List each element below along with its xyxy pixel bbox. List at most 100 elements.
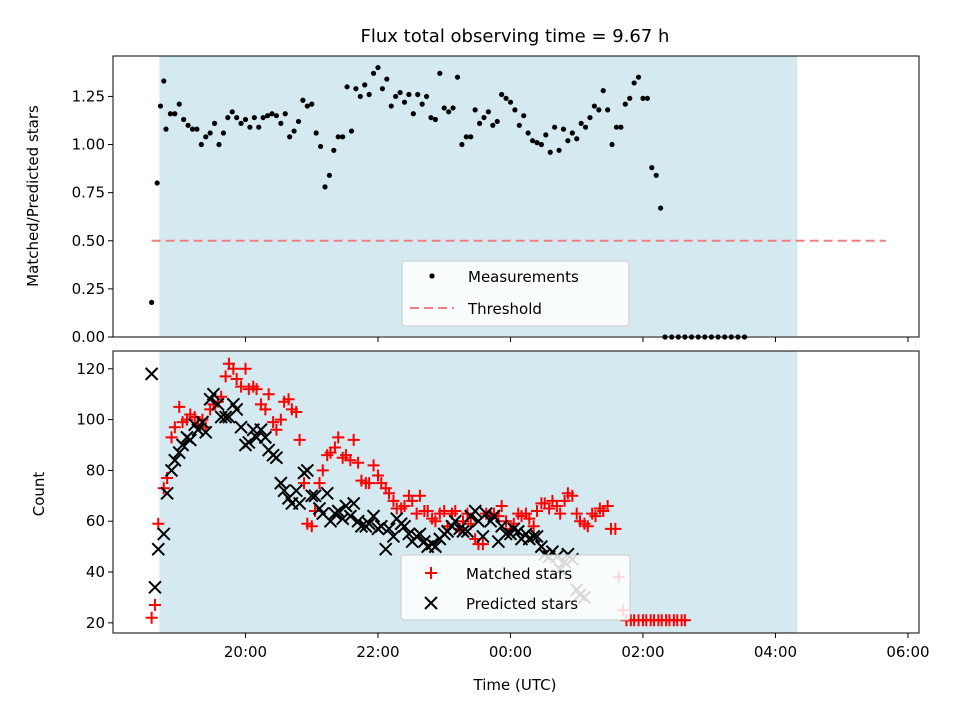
bottom-legend-box <box>400 554 631 621</box>
measurement-point <box>379 86 386 92</box>
measurement-point <box>309 101 315 107</box>
matched-star-point <box>157 482 170 495</box>
measurement-point <box>605 107 611 113</box>
x-tick-label: 04:00 <box>754 643 797 661</box>
y-tick-label: 0.50 <box>72 232 105 250</box>
measurement-point <box>521 113 527 119</box>
matched-star-point <box>413 489 426 502</box>
measurement-point <box>375 64 381 71</box>
matched-star-point <box>449 505 462 518</box>
predicted-star-point <box>366 509 381 523</box>
predicted-star-point <box>172 445 186 460</box>
top-x-ticks <box>244 337 909 342</box>
x-tick-label: 06:00 <box>886 643 929 661</box>
measurement-point <box>172 111 178 117</box>
measurement-point <box>410 111 416 117</box>
matched-star-point <box>274 413 287 426</box>
measurement-point <box>485 109 491 115</box>
x-tick-label: 22:00 <box>356 643 399 661</box>
predicted-star-point <box>468 504 482 518</box>
predicted-star-point <box>448 514 462 528</box>
predicted-star-point <box>292 496 307 511</box>
measurement-point <box>441 105 447 111</box>
measurement-point <box>428 114 434 121</box>
predicted-star-point <box>144 367 159 381</box>
matched-star-point <box>589 510 602 523</box>
measurement-point <box>512 107 518 113</box>
predicted-star-point <box>379 542 393 556</box>
measurement-point <box>163 126 169 132</box>
measurement-point <box>203 134 209 140</box>
measurement-point <box>596 107 602 113</box>
measurement-point <box>194 126 200 132</box>
measurement-point <box>238 120 244 126</box>
matched-star-point <box>558 494 571 507</box>
measurement-point <box>370 70 377 76</box>
matched-star-point <box>570 507 583 520</box>
predicted-star-point <box>234 420 248 434</box>
predicted-star-point <box>526 529 541 544</box>
measurement-point <box>490 122 496 128</box>
predicted-star-point <box>320 486 334 500</box>
measurement-point <box>401 99 408 105</box>
predicted-star-point <box>382 522 396 536</box>
y-tick-label: 60 <box>86 512 105 530</box>
matched-star-point <box>305 520 318 533</box>
measurement-point <box>220 130 227 136</box>
measurement-point <box>419 101 425 107</box>
measurement-point <box>357 93 363 100</box>
top-y-axis-label: Matched/Predicted stars <box>24 105 42 287</box>
predicted-star-point <box>499 527 513 541</box>
top-y-ticks: 0.00 0.25 0.50 0.75 1.00 1.25 <box>72 87 113 346</box>
matched-star-point <box>293 433 306 446</box>
matched-star-point <box>168 421 181 434</box>
measurement-point <box>587 114 593 121</box>
matched-star-point <box>609 522 622 535</box>
bottom-y-axis-label: Count <box>30 472 48 517</box>
measurement-point <box>600 88 606 94</box>
matched-star-point <box>406 494 419 507</box>
measurement-point <box>649 165 655 171</box>
y-tick-label: 0.75 <box>72 184 105 202</box>
predicted-star-point <box>346 496 361 511</box>
predicted-star-point <box>428 539 443 554</box>
matched-star-point <box>367 459 380 472</box>
matched-star-point <box>173 400 186 413</box>
legend-predicted-label: Predicted stars <box>466 595 578 613</box>
measurement-point <box>468 134 474 140</box>
measurement-point <box>353 86 359 92</box>
matched-star-point <box>148 599 161 612</box>
matched-star-point <box>410 507 423 520</box>
measurement-point <box>609 141 615 148</box>
measurement-point <box>525 130 531 136</box>
measurement-point <box>326 172 333 178</box>
measurement-point <box>157 103 164 109</box>
predicted-star-point <box>157 527 171 541</box>
predicted-star-point <box>476 529 490 544</box>
matched-star-point <box>270 423 283 436</box>
matched-star-point <box>259 403 272 416</box>
matched-star-point <box>438 505 451 518</box>
measurement-point <box>437 70 443 76</box>
matched-star-point <box>530 505 543 518</box>
measurement-point <box>291 128 297 134</box>
x-axis-label: Time (UTC) <box>473 676 557 694</box>
matched-star-point <box>267 416 280 429</box>
matched-star-point <box>347 433 360 446</box>
predicted-star-point <box>362 517 376 531</box>
matched-star-point <box>363 477 376 490</box>
predicted-star-point <box>258 430 273 445</box>
top-legend: Measurements Threshold <box>401 260 630 327</box>
matched-star-point <box>383 487 396 500</box>
matched-star-point <box>298 477 311 490</box>
y-tick-label: 1.25 <box>72 87 105 105</box>
measurement-point <box>362 82 368 88</box>
x-tick-label: 00:00 <box>489 643 532 661</box>
matched-star-point <box>495 499 508 512</box>
predicted-star-point <box>206 387 221 401</box>
measurement-point <box>503 95 509 101</box>
matched-star-point <box>313 477 326 490</box>
y-tick-label: 80 <box>86 461 105 479</box>
matched-star-point <box>429 515 442 528</box>
legend-measurements-label: Measurements <box>468 268 579 286</box>
